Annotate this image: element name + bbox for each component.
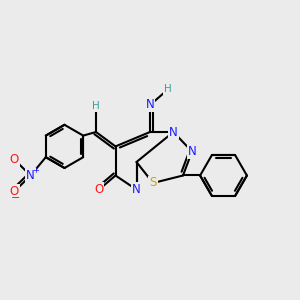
Text: N: N <box>26 169 35 182</box>
Text: O: O <box>94 183 103 196</box>
Text: O: O <box>10 185 19 198</box>
Text: O: O <box>10 153 19 166</box>
Text: N: N <box>169 125 178 139</box>
Text: S: S <box>149 176 157 190</box>
Text: N: N <box>146 98 154 112</box>
Text: H: H <box>164 84 172 94</box>
Text: H: H <box>92 101 100 112</box>
Text: +: + <box>32 166 39 175</box>
Text: N: N <box>132 183 141 196</box>
Text: N: N <box>188 145 196 158</box>
Text: −: − <box>11 193 20 203</box>
